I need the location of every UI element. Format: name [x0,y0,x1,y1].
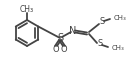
Text: O: O [61,45,67,55]
Text: S: S [99,18,105,26]
Text: O: O [53,45,59,55]
Text: CH₃: CH₃ [20,5,34,15]
Text: CH₃: CH₃ [112,45,125,51]
Text: S: S [57,33,63,43]
Text: S: S [97,39,103,48]
Text: CH₃: CH₃ [114,15,127,21]
Text: N: N [69,26,77,36]
